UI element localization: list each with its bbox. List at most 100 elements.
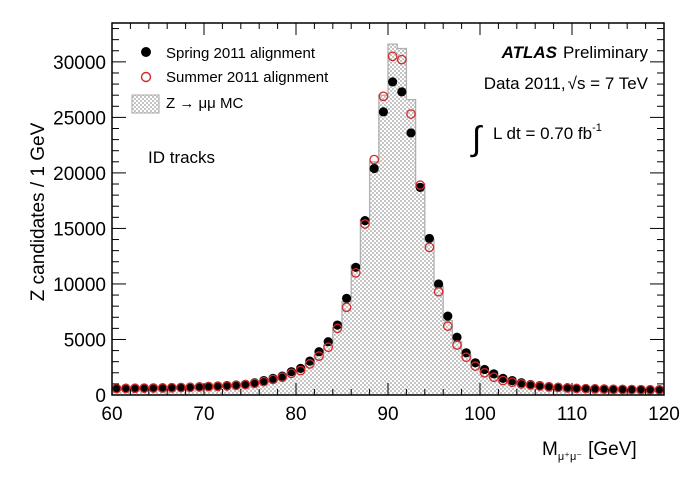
summer-point [332, 323, 343, 334]
mc-bin [351, 265, 361, 395]
spring-point [240, 379, 250, 389]
mc-bin [526, 384, 536, 395]
spring-point [645, 385, 655, 395]
atlas-label: ATLAS Preliminary [501, 43, 649, 62]
summer-point [507, 377, 518, 388]
legend-label-mc: Z → μμ MC [166, 95, 243, 112]
mc-bin [452, 341, 462, 395]
y-tick-label: 25000 [53, 108, 106, 129]
spring-point [204, 381, 214, 391]
spring-point [526, 379, 536, 390]
summer-point [544, 382, 554, 392]
x-axis-label-unit: [GeV] [588, 439, 637, 460]
summer-point [396, 54, 407, 65]
mc-bin [277, 377, 287, 395]
mc-bin [388, 44, 398, 395]
spring-point [194, 382, 204, 392]
mc-bin [516, 383, 526, 395]
summer-point [231, 380, 242, 391]
spring-point [388, 77, 398, 87]
spring-point [139, 383, 149, 393]
spring-point [553, 382, 563, 392]
mc-histogram [111, 43, 665, 396]
spring-point [636, 384, 646, 395]
y-tick-label: 10000 [53, 275, 106, 296]
summer-point [590, 384, 600, 394]
summer-point [341, 302, 352, 313]
spring-point [627, 384, 637, 395]
mc-bin [434, 286, 444, 395]
x-axis-label-sub: μ⁺μ⁻ [558, 451, 582, 463]
spring-point [480, 364, 490, 375]
spring-point [434, 279, 444, 289]
spring-point [305, 356, 315, 366]
summer-point [166, 382, 177, 393]
summer-point [323, 342, 334, 353]
y-tick-label: 20000 [53, 164, 106, 185]
data-points [111, 51, 665, 395]
y-tick-label: 15000 [53, 219, 106, 240]
summer-point [185, 382, 196, 393]
mc-bin [489, 376, 499, 395]
mc-bin [314, 355, 324, 395]
mc-bin [397, 48, 407, 396]
x-tick-label: 90 [377, 404, 398, 425]
x-tick-label: 110 [557, 404, 587, 425]
summer-point [378, 91, 389, 102]
summer-point [286, 368, 297, 379]
summer-point [148, 383, 159, 393]
summer-point [130, 383, 140, 394]
summer-point [479, 367, 490, 378]
summer-point [516, 379, 527, 389]
tick-labels: 60 70 80 90 100 110 120 0 5000 10000 15000 20000 250… [53, 53, 680, 425]
spring-point [342, 293, 352, 303]
summer-point [212, 381, 223, 392]
spring-point [406, 128, 416, 138]
summer-point [461, 352, 472, 363]
spring-point [185, 382, 195, 392]
summer-point [240, 379, 251, 390]
spring-point [121, 383, 131, 393]
x-tick-label: 80 [285, 404, 306, 425]
mc-bin [296, 370, 306, 395]
summer-point [580, 383, 591, 394]
mc-bin [480, 371, 490, 395]
mc-bin [250, 383, 260, 395]
mc-bin [360, 219, 370, 395]
spring-point [415, 182, 425, 192]
spring-point [112, 383, 122, 393]
summer-point [304, 359, 315, 369]
summer-point [553, 382, 564, 393]
spring-point [369, 163, 379, 174]
spring-point [581, 383, 591, 394]
mc-bin [332, 327, 342, 395]
mc-bin [461, 355, 471, 395]
spring-point [654, 385, 665, 395]
sqrt-sign: √ [568, 74, 578, 93]
y-axis-label: Z candidates / 1 GeV [28, 122, 49, 301]
mc-bin [498, 379, 508, 395]
mc-bin [369, 161, 379, 395]
mc-bin [470, 365, 480, 395]
data-energy-label: Data 2011, √s = 7 TeV [484, 74, 649, 93]
spring-point [296, 363, 306, 373]
summer-point [470, 361, 481, 371]
mc-bin [424, 239, 434, 395]
x-tick-label: 70 [193, 404, 214, 425]
y-tick-label: 30000 [53, 53, 106, 74]
summer-point [525, 380, 536, 390]
summer-point [295, 365, 306, 376]
mc-bin [415, 184, 425, 395]
x-tick-label: 120 [648, 404, 680, 425]
legend-label-summer: Summer 2011 alignment [166, 69, 329, 86]
summer-point [442, 321, 453, 332]
lumi-label: L dt = 0.70 fb-1 [493, 122, 602, 143]
mc-bin [259, 382, 269, 395]
spring-point [397, 87, 407, 97]
summer-point [452, 340, 462, 350]
spring-point [618, 384, 628, 394]
y-tick-label: 5000 [64, 330, 106, 351]
spring-point [167, 382, 177, 393]
spring-point [452, 332, 462, 342]
